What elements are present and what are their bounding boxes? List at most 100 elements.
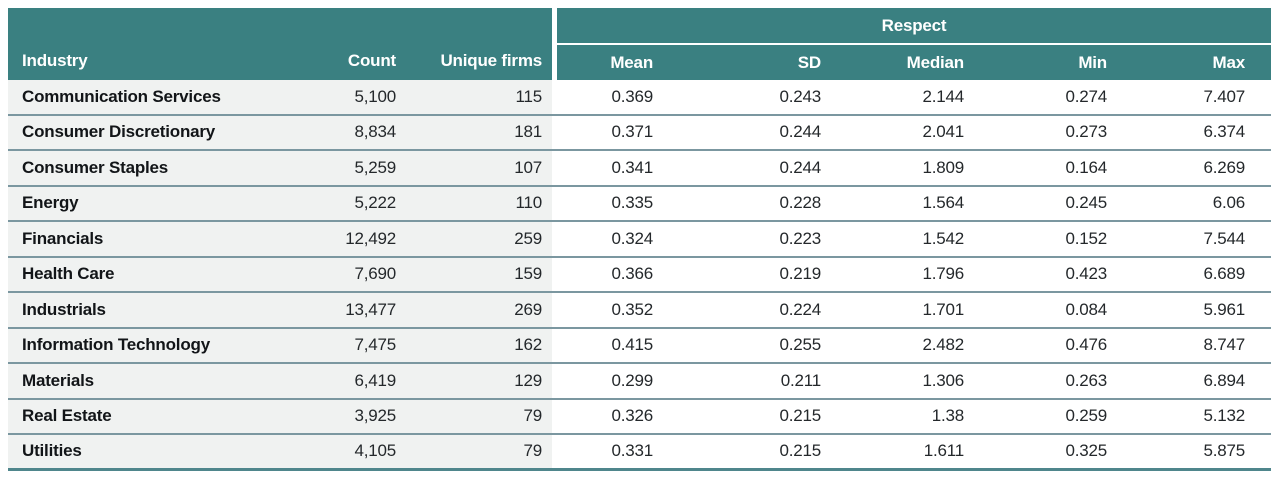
section-gap [552,115,557,149]
industry-cell: Financials [8,222,328,256]
unique-firms-cell: 79 [406,399,552,433]
section-gap [552,80,557,114]
min-cell: 0.325 [990,435,1133,468]
median-cell: 1.38 [847,399,990,433]
unique-firms-cell: 181 [406,115,552,149]
mean-cell: 0.331 [557,435,679,468]
col-header-unique-firms: Unique firms [406,8,552,80]
max-cell: 5.875 [1133,435,1271,468]
min-cell: 0.263 [990,364,1133,398]
max-cell: 6.689 [1133,257,1271,291]
min-cell: 0.245 [990,186,1133,220]
unique-firms-cell: 162 [406,328,552,362]
count-cell: 3,925 [328,399,406,433]
industry-cell: Consumer Staples [8,151,328,185]
table-row: Information Technology 7,475 162 0.415 0… [8,328,1271,364]
count-cell: 6,419 [328,364,406,398]
max-cell: 6.894 [1133,364,1271,398]
max-cell: 7.407 [1133,80,1271,114]
table-row: Real Estate 3,925 79 0.326 0.215 1.38 0.… [8,399,1271,435]
mean-cell: 0.299 [557,364,679,398]
sd-cell: 0.219 [679,257,847,291]
max-cell: 6.06 [1133,186,1271,220]
mean-cell: 0.366 [557,257,679,291]
table-row: Energy 5,222 110 0.335 0.228 1.564 0.245… [8,186,1271,222]
max-cell: 6.374 [1133,115,1271,149]
mean-cell: 0.371 [557,115,679,149]
industry-cell: Energy [8,186,328,220]
median-cell: 1.611 [847,435,990,468]
table-row: Health Care 7,690 159 0.366 0.219 1.796 … [8,257,1271,293]
median-cell: 1.564 [847,186,990,220]
max-cell: 7.544 [1133,222,1271,256]
median-cell: 1.542 [847,222,990,256]
unique-firms-cell: 107 [406,151,552,185]
mean-cell: 0.324 [557,222,679,256]
industry-cell: Information Technology [8,328,328,362]
count-cell: 5,259 [328,151,406,185]
median-cell: 1.809 [847,151,990,185]
section-gap [552,364,557,398]
sd-cell: 0.224 [679,293,847,327]
table-row: Materials 6,419 129 0.299 0.211 1.306 0.… [8,364,1271,400]
sd-cell: 0.211 [679,364,847,398]
table-row: Consumer Discretionary 8,834 181 0.371 0… [8,115,1271,151]
industry-cell: Communication Services [8,80,328,114]
min-cell: 0.273 [990,115,1133,149]
mean-cell: 0.415 [557,328,679,362]
median-cell: 2.041 [847,115,990,149]
max-cell: 5.132 [1133,399,1271,433]
col-header-median: Median [847,45,990,80]
table-header: Industry Count Unique firms Respect Mean… [8,8,1271,80]
unique-firms-cell: 115 [406,80,552,114]
min-cell: 0.152 [990,222,1133,256]
unique-firms-cell: 269 [406,293,552,327]
unique-firms-cell: 79 [406,435,552,468]
section-gap [552,8,557,80]
max-cell: 6.269 [1133,151,1271,185]
min-cell: 0.476 [990,328,1133,362]
mean-cell: 0.335 [557,186,679,220]
min-cell: 0.274 [990,80,1133,114]
min-cell: 0.164 [990,151,1133,185]
section-gap [552,293,557,327]
unique-firms-cell: 159 [406,257,552,291]
min-cell: 0.259 [990,399,1133,433]
sd-cell: 0.243 [679,80,847,114]
count-cell: 13,477 [328,293,406,327]
col-header-mean: Mean [557,45,679,80]
col-header-sd: SD [679,45,847,80]
col-header-min: Min [990,45,1133,80]
median-cell: 1.306 [847,364,990,398]
industry-cell: Industrials [8,293,328,327]
mean-cell: 0.341 [557,151,679,185]
industry-cell: Health Care [8,257,328,291]
group-header-respect: Respect [557,8,1271,45]
sd-cell: 0.244 [679,115,847,149]
table-row: Utilities 4,105 79 0.331 0.215 1.611 0.3… [8,435,1271,471]
table-row: Financials 12,492 259 0.324 0.223 1.542 … [8,222,1271,258]
col-header-count: Count [328,8,406,80]
table-row: Industrials 13,477 269 0.352 0.224 1.701… [8,293,1271,329]
col-header-industry: Industry [8,8,328,80]
section-gap [552,186,557,220]
table-row: Consumer Staples 5,259 107 0.341 0.244 1… [8,151,1271,187]
industry-cell: Real Estate [8,399,328,433]
col-header-max: Max [1133,45,1271,80]
section-gap [552,328,557,362]
unique-firms-cell: 129 [406,364,552,398]
count-cell: 12,492 [328,222,406,256]
mean-cell: 0.352 [557,293,679,327]
industry-cell: Consumer Discretionary [8,115,328,149]
section-gap [552,257,557,291]
count-cell: 8,834 [328,115,406,149]
count-cell: 5,100 [328,80,406,114]
median-cell: 2.482 [847,328,990,362]
count-cell: 5,222 [328,186,406,220]
sd-cell: 0.255 [679,328,847,362]
unique-firms-cell: 259 [406,222,552,256]
count-cell: 7,475 [328,328,406,362]
industry-cell: Materials [8,364,328,398]
max-cell: 8.747 [1133,328,1271,362]
section-gap [552,435,557,468]
